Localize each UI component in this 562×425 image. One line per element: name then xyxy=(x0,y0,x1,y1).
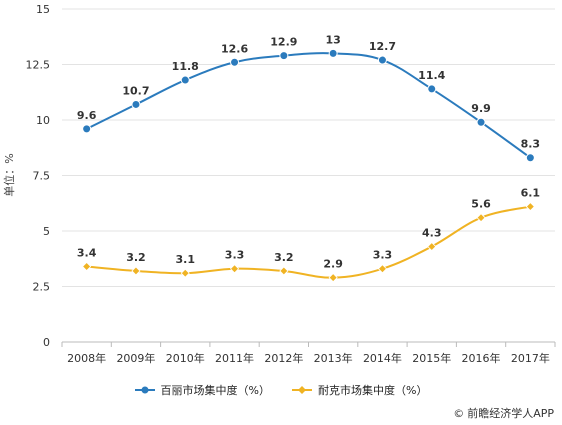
copyright-icon: © xyxy=(453,406,465,420)
data-label-series-1: 12.9 xyxy=(270,36,297,49)
data-label-series-2: 3.1 xyxy=(176,253,196,266)
series-line-1 xyxy=(86,52,531,159)
y-axis-label: 单位：% xyxy=(2,153,16,196)
legend-marker-series-1 xyxy=(134,386,155,394)
x-tick-label: 2012年 xyxy=(264,351,303,365)
data-label-series-1: 12.6 xyxy=(221,42,248,55)
legend-label-series-2: 耐克市场集中度（%） xyxy=(318,384,428,397)
legend-label-series-1: 百丽市场集中度（%） xyxy=(160,384,270,397)
series-line-2 xyxy=(86,205,531,279)
data-label-series-1: 12.7 xyxy=(369,40,396,53)
data-point-series-1 xyxy=(476,117,486,127)
data-label-series-1: 9.6 xyxy=(77,109,97,122)
y-tick-label: 5 xyxy=(43,225,50,238)
data-point-series-2 xyxy=(82,261,92,272)
data-label-series-2: 6.1 xyxy=(521,187,541,200)
data-label-series-1: 10.7 xyxy=(122,84,149,97)
data-point-series-1 xyxy=(427,84,437,94)
data-label-series-2: 3.3 xyxy=(225,249,245,262)
data-label-series-1: 8.3 xyxy=(521,138,541,151)
data-label-series-2: 2.9 xyxy=(323,258,343,271)
legend-item-series-1[interactable]: 百丽市场集中度（%） xyxy=(134,382,270,398)
data-point-series-2 xyxy=(279,266,289,276)
data-point-series-2 xyxy=(328,273,338,283)
y-tick-label: 10 xyxy=(36,114,50,127)
data-point-series-2 xyxy=(427,241,437,252)
legend: 百丽市场集中度（%） 耐克市场集中度（%） xyxy=(0,382,562,398)
data-point-series-1 xyxy=(279,51,289,61)
y-tick-label: 7.5 xyxy=(33,170,51,183)
legend-item-series-2[interactable]: 耐克市场集中度（%） xyxy=(292,382,427,398)
data-label-series-2: 3.2 xyxy=(126,251,146,264)
data-point-series-1 xyxy=(328,48,338,58)
y-tick-label: 15 xyxy=(36,3,50,16)
x-tick-label: 2011年 xyxy=(215,351,254,365)
legend-marker-series-2 xyxy=(292,386,312,394)
data-point-series-2 xyxy=(229,264,240,274)
data-point-series-1 xyxy=(377,55,387,65)
x-tick-label: 2015年 xyxy=(412,351,451,365)
y-tick-label: 12.5 xyxy=(26,59,51,72)
data-point-series-2 xyxy=(525,202,535,212)
data-point-series-1 xyxy=(230,57,240,67)
data-label-series-1: 9.9 xyxy=(471,102,491,115)
data-point-series-2 xyxy=(476,213,486,223)
data-label-series-2: 3.2 xyxy=(274,251,294,264)
data-point-series-1 xyxy=(180,75,190,85)
data-label-series-2: 3.3 xyxy=(373,249,393,262)
data-point-series-2 xyxy=(180,268,190,278)
y-tick-label: 2.5 xyxy=(33,281,51,294)
x-tick-label: 2016年 xyxy=(462,351,501,365)
data-label-series-1: 11.4 xyxy=(418,69,445,82)
y-tick-label: 0 xyxy=(43,336,50,349)
data-point-series-2 xyxy=(131,266,141,276)
data-label-series-2: 4.3 xyxy=(422,227,442,240)
x-tick-label: 2017年 xyxy=(511,351,550,365)
source-credit: © 前瞻经济学人APP xyxy=(453,405,554,421)
data-point-series-1 xyxy=(82,124,92,134)
x-tick-label: 2009年 xyxy=(116,351,155,365)
data-label-series-2: 3.4 xyxy=(77,247,97,260)
data-point-series-1 xyxy=(525,153,535,163)
x-tick-label: 2014年 xyxy=(363,351,402,365)
data-point-series-1 xyxy=(131,99,141,109)
data-label-series-1: 13 xyxy=(325,33,340,46)
data-label-series-2: 5.6 xyxy=(471,198,491,211)
data-point-series-2 xyxy=(377,264,388,274)
x-tick-label: 2010年 xyxy=(166,351,205,365)
x-tick-label: 2008年 xyxy=(67,351,106,365)
source-text: 前瞻经济学人APP xyxy=(467,407,554,420)
data-label-series-1: 11.8 xyxy=(172,60,199,73)
x-tick-label: 2013年 xyxy=(314,351,353,365)
